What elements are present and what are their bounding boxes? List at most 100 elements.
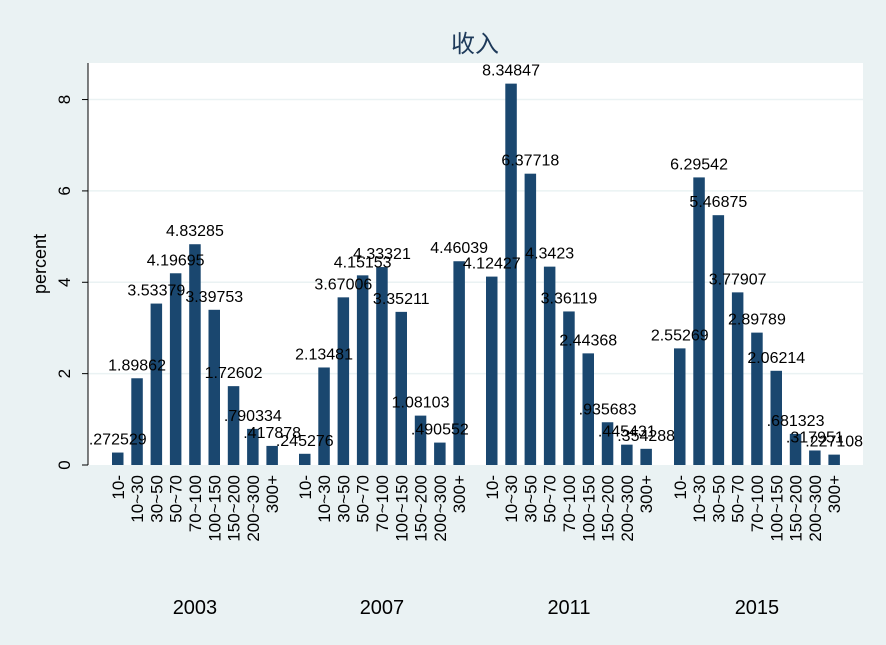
category-label: 30~50 [709, 475, 728, 523]
y-tick-label: 8 [55, 95, 74, 104]
data-label: 3.77907 [709, 271, 767, 288]
bar-2003-7 [247, 428, 259, 465]
group-label: 2003 [173, 597, 218, 619]
data-label: .354288 [617, 428, 675, 445]
category-label: 70~100 [560, 475, 579, 532]
bar-2015-5 [770, 370, 782, 465]
bar-2011-3 [543, 266, 556, 465]
data-label: 3.35211 [373, 291, 430, 308]
data-label: .245276 [276, 433, 334, 450]
bar-2015-4 [751, 332, 763, 465]
bar-2015-8 [828, 454, 840, 465]
category-label: 100~150 [205, 475, 224, 542]
category-label: 30~50 [147, 475, 166, 523]
bar-2011-6 [601, 422, 614, 465]
category-label: 70~100 [748, 475, 767, 532]
data-label: 4.3423 [525, 246, 574, 263]
category-label: 200~300 [806, 475, 825, 542]
bar-2007-1 [318, 367, 330, 465]
data-label: 2.89789 [728, 312, 786, 329]
category-label: 10- [109, 475, 128, 500]
y-tick-label: 6 [55, 186, 74, 195]
category-label: 30~50 [334, 475, 353, 523]
data-label: .681323 [767, 413, 825, 430]
category-label: 10~30 [315, 475, 334, 523]
bar-2011-8 [640, 448, 652, 465]
category-label: 150~200 [787, 475, 806, 542]
bar-2015-2 [712, 215, 725, 465]
category-label: 70~100 [373, 475, 392, 532]
bar-2015-0 [674, 348, 686, 465]
bar-2011-1 [505, 83, 517, 465]
data-label: 3.67006 [314, 276, 372, 293]
y-tick-label: 0 [55, 460, 74, 469]
group-labels: 2003 2007 2011 2015 [173, 597, 780, 619]
data-label: .445431 [598, 424, 656, 441]
data-labels: .272529 1.89862 3.53379 4.19695 4.83285 3.397… [89, 63, 863, 451]
category-label: 50~70 [729, 475, 748, 523]
bar-2007-2 [337, 297, 350, 465]
category-label: 150~200 [412, 475, 431, 542]
category-label: 10- [296, 475, 315, 500]
data-label: 4.19695 [147, 252, 205, 269]
bar-2007-6 [414, 415, 427, 465]
data-label: 4.12427 [463, 256, 521, 273]
bar-2007-8 [453, 261, 465, 465]
data-label: .227108 [805, 434, 863, 451]
data-label: 2.13481 [295, 346, 353, 363]
bar-2003-2 [150, 303, 163, 465]
data-label: .935683 [579, 401, 637, 418]
data-label: 4.15153 [334, 254, 392, 271]
y-axis-ticks: 0 2 4 6 8 [55, 95, 88, 470]
bar-2015-7 [809, 450, 821, 465]
bar-2015-1 [693, 177, 705, 466]
bar-2003-1 [131, 378, 143, 465]
category-label: 10~30 [502, 475, 521, 523]
bar-2011-5 [582, 353, 594, 465]
data-label: .490552 [411, 422, 469, 439]
data-label: 3.39753 [185, 289, 243, 306]
data-label: 4.33321 [353, 246, 411, 263]
bars [112, 83, 840, 466]
data-label: .272529 [89, 432, 147, 449]
bar-2015-3 [731, 292, 744, 465]
category-label: 100~150 [579, 475, 598, 542]
data-label: 1.72602 [205, 365, 263, 382]
category-label: 10- [483, 475, 502, 500]
bar-2011-4 [563, 311, 575, 465]
category-label: 10~30 [690, 475, 709, 523]
bar-2011-2 [524, 173, 537, 465]
data-label: .790334 [224, 408, 282, 425]
bar-2007-7 [434, 442, 446, 465]
bar-2003-4 [189, 244, 201, 465]
category-label: 30~50 [521, 475, 540, 523]
chart-title: 收入 [451, 30, 499, 58]
data-label: .317951 [786, 429, 844, 446]
category-label: 100~150 [392, 475, 411, 542]
category-label: 50~70 [541, 475, 560, 523]
bar-2003-0 [112, 452, 124, 465]
category-label: 10- [671, 475, 690, 500]
data-label: 2.06214 [747, 350, 805, 367]
group-label: 2015 [735, 597, 780, 619]
category-label: 50~70 [354, 475, 373, 523]
y-tick-label: 4 [55, 278, 74, 287]
data-label: 5.46875 [689, 194, 747, 211]
group-label: 2011 [547, 597, 590, 619]
category-label: 300+ [263, 475, 282, 513]
data-label: 8.34847 [482, 63, 540, 80]
bar-2015-6 [789, 433, 802, 465]
category-label: 200~300 [244, 475, 263, 542]
data-label: 4.83285 [166, 223, 224, 240]
category-label: 100~150 [767, 475, 786, 542]
data-label: 3.36119 [541, 290, 598, 307]
data-label: 4.46039 [430, 240, 488, 257]
bar-2007-0 [299, 453, 311, 465]
bar-2011-0 [486, 276, 498, 465]
bar-2007-4 [376, 267, 388, 465]
data-label: 3.53379 [127, 283, 185, 300]
category-label: 70~100 [186, 475, 205, 532]
category-label: 50~70 [167, 475, 186, 523]
category-label: 150~200 [599, 475, 618, 542]
y-axis-label: percent [30, 234, 50, 294]
